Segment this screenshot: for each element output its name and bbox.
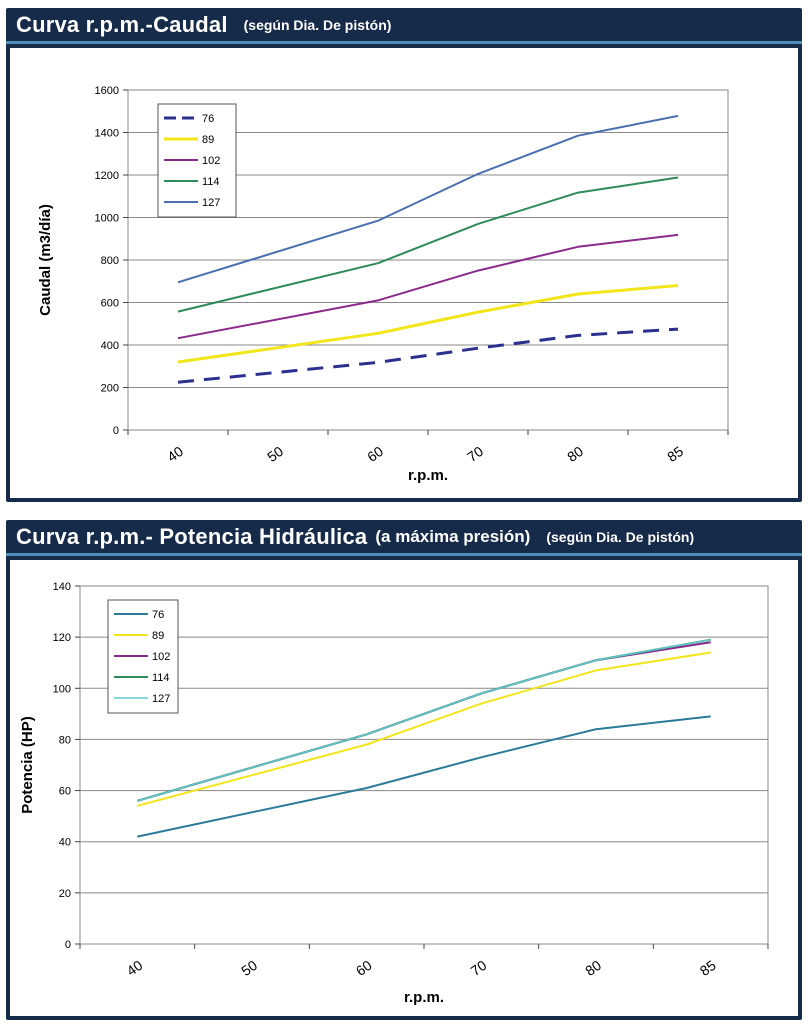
y-tick-label: 400 [101, 340, 119, 352]
y-tick-label: 1600 [95, 85, 119, 97]
chart-title: Curva r.p.m.-Caudal [16, 11, 228, 37]
x-tick-label: 40 [164, 443, 186, 465]
x-tick-label: 50 [264, 443, 286, 465]
series-line-127 [177, 114, 679, 284]
series-line-127 [137, 638, 711, 802]
legend-label-89: 89 [202, 134, 214, 146]
x-tick-label: 60 [364, 443, 386, 465]
series-line-76 [137, 715, 711, 838]
y-tick-label: 140 [53, 581, 71, 593]
y-tick-label: 1400 [95, 128, 119, 140]
potencia-chart-header: Curva r.p.m.- Potencia Hidráulica (a máx… [6, 520, 802, 556]
chart-note: (según Dia. De pistón) [546, 528, 695, 545]
x-tick-label: 70 [467, 957, 489, 979]
caudal-chart-header: Curva r.p.m.-Caudal (según Dia. De pistó… [6, 8, 802, 44]
x-tick-label: 60 [353, 957, 375, 979]
legend-label-127: 127 [152, 693, 170, 705]
x-axis-title: r.p.m. [404, 989, 444, 1006]
legend-label-76: 76 [152, 609, 164, 621]
y-tick-label: 20 [59, 888, 71, 900]
legend-label-89: 89 [152, 630, 164, 642]
chart-subtitle: (según Dia. De pistón) [243, 16, 392, 33]
x-tick-label: 50 [238, 957, 260, 979]
series-line-114 [177, 176, 679, 313]
y-tick-label: 0 [113, 425, 119, 437]
x-tick-label: 70 [464, 443, 486, 465]
y-axis-title: Caudal (m3/día) [37, 204, 54, 316]
caudal-chart-svg: 0 200 400 600 800 1000 1200 1400 1600 40 50 60 70 80 8… [37, 85, 729, 484]
plot-frame [79, 585, 769, 945]
y-axis-title: Potencia (HP) [19, 716, 36, 814]
caudal-chart-panel: Curva r.p.m.-Caudal (según Dia. De pistó… [6, 8, 802, 502]
potencia-chart-svg: 0 20 40 60 80 100 120 140 40 50 60 70 80 85 r.p.m. Pote… [19, 581, 769, 1006]
legend-label-114: 114 [202, 176, 220, 188]
y-tick-label: 1000 [95, 213, 119, 225]
y-tick-label: 800 [101, 255, 119, 267]
series-line-102 [177, 233, 679, 340]
potencia-chart-panel: Curva r.p.m.- Potencia Hidráulica (a máx… [6, 520, 802, 1020]
x-axis-title: r.p.m. [408, 467, 448, 484]
y-tick-label: 40 [59, 837, 71, 849]
x-tick-label: 85 [664, 443, 686, 465]
legend-label-127: 127 [202, 197, 220, 209]
chart-subtitle: (a máxima presión) [375, 526, 531, 546]
y-tick-label: 0 [65, 939, 71, 951]
y-tick-label: 120 [53, 632, 71, 644]
x-tick-label: 80 [564, 443, 586, 465]
series-line-89 [177, 284, 679, 364]
legend-label-114: 114 [152, 672, 170, 684]
x-tick-label: 40 [123, 957, 145, 979]
potencia-plot-area: 0 20 40 60 80 100 120 140 40 50 60 70 80 85 r.p.m. Pote… [10, 560, 798, 1016]
x-tick-label: 80 [582, 957, 604, 979]
legend-label-102: 102 [202, 155, 220, 167]
x-tick-label: 85 [697, 957, 719, 979]
y-tick-label: 200 [101, 383, 119, 395]
caudal-plot-area: 0 200 400 600 800 1000 1200 1400 1600 40 50 60 70 80 8… [10, 48, 798, 498]
y-tick-label: 60 [59, 786, 71, 798]
y-tick-label: 80 [59, 734, 71, 746]
y-tick-label: 100 [53, 683, 71, 695]
y-tick-label: 1200 [95, 170, 119, 182]
legend-label-102: 102 [152, 651, 170, 663]
series-line-76 [177, 327, 679, 384]
series-line-89 [137, 651, 711, 807]
chart-title: Curva r.p.m.- Potencia Hidráulica [16, 523, 368, 549]
legend-label-76: 76 [202, 113, 214, 125]
y-tick-label: 600 [101, 298, 119, 310]
